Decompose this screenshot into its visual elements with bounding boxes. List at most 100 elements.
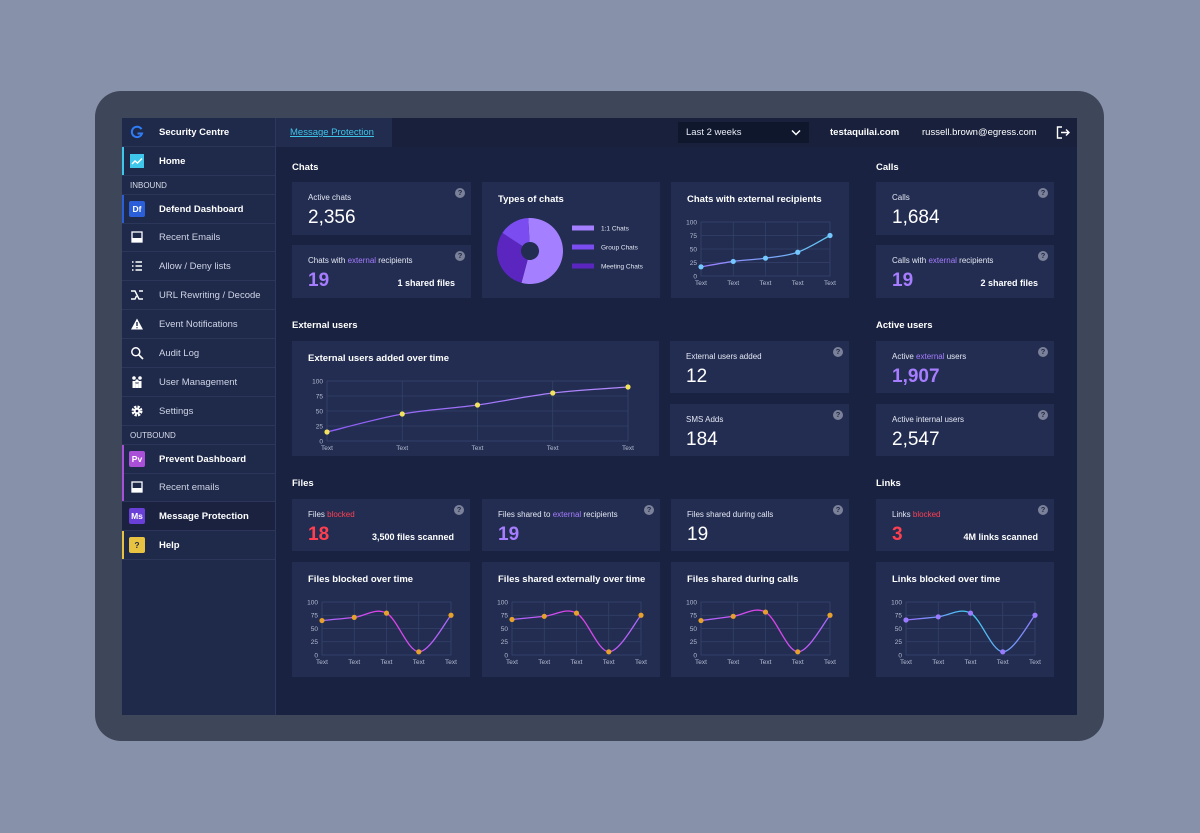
nav-item[interactable]: ? Help xyxy=(122,531,275,560)
sidebar: Security Centre Home INBOUND Df Defend D… xyxy=(122,118,276,715)
nav-item[interactable]: URL Rewriting / Decode xyxy=(122,281,275,310)
plot-frame xyxy=(321,601,452,656)
plot-frame xyxy=(700,221,831,277)
x-tick-label: Text xyxy=(900,659,912,666)
point xyxy=(416,649,422,655)
stat-card: Calls with external recipients 19 2 shared f… xyxy=(876,245,1054,298)
y-tick-label: 0 xyxy=(314,652,318,659)
nav-item[interactable]: Audit Log xyxy=(122,339,275,368)
help-icon[interactable]: ? xyxy=(644,505,654,515)
point xyxy=(795,249,801,255)
card-label: Active chats xyxy=(308,193,351,202)
label-part: external xyxy=(928,256,957,265)
point xyxy=(625,384,631,390)
stat-card: Files shared during calls 19? xyxy=(671,499,849,551)
help-icon[interactable]: ? xyxy=(1038,410,1048,420)
section-title: Files xyxy=(292,478,314,489)
nav-label[interactable]: Help xyxy=(159,540,180,551)
nav-item[interactable]: Settings xyxy=(122,397,275,426)
chart: 0 25 50 75 100 Text Text Text Text Text xyxy=(312,378,634,452)
logout-icon[interactable] xyxy=(1056,126,1070,139)
label-part: external xyxy=(347,256,377,265)
nav-label[interactable]: Recent emails xyxy=(159,482,220,493)
card-label: Chats with external recipients xyxy=(308,256,413,265)
y-tick-label: 100 xyxy=(686,599,697,606)
point xyxy=(541,613,547,619)
nav-label[interactable]: URL Rewriting / Decode xyxy=(159,290,261,301)
nav-label[interactable]: Allow / Deny lists xyxy=(159,261,231,272)
brand: Security Centre xyxy=(122,118,275,147)
chart-title: Files shared during calls xyxy=(687,574,799,585)
nav-item[interactable]: Df Defend Dashboard xyxy=(122,194,275,224)
nav-label[interactable]: Recent Emails xyxy=(159,232,221,243)
help-icon[interactable]: ? xyxy=(1038,505,1048,515)
tab-label[interactable]: Message Protection xyxy=(290,127,374,138)
users-icon xyxy=(132,376,142,388)
card-value: 1,907 xyxy=(892,366,940,387)
nav-label[interactable]: Defend Dashboard xyxy=(159,204,244,215)
nav-label[interactable]: User Management xyxy=(159,377,238,388)
home-icon xyxy=(130,154,144,168)
user-email: russell.brown@egress.com xyxy=(922,127,1037,138)
nav-item[interactable]: Allow / Deny lists xyxy=(122,252,275,281)
nav-item[interactable]: Event Notifications xyxy=(122,310,275,339)
help-icon[interactable]: ? xyxy=(1038,188,1048,198)
y-tick-label: 25 xyxy=(311,639,319,646)
stat-card: Calls 1,684? xyxy=(876,182,1054,235)
card-value: 3 xyxy=(892,524,903,545)
y-tick-label: 50 xyxy=(690,626,698,633)
y-tick-label: 50 xyxy=(501,626,509,633)
nav-label[interactable]: Message Protection xyxy=(159,511,249,522)
point xyxy=(399,411,405,417)
legend-label: Group Chats xyxy=(601,245,639,252)
nav-label[interactable]: Prevent Dashboard xyxy=(159,454,247,465)
chart: 0 25 50 75 100 Text Text Text Text Text xyxy=(686,599,836,666)
chart-card: Files shared externally over time 0 25 50 75… xyxy=(482,562,660,677)
help-icon[interactable]: ? xyxy=(455,251,465,261)
help-icon[interactable]: ? xyxy=(1038,347,1048,357)
nav-badge: Pv xyxy=(129,451,145,467)
chart-title: External users added over time xyxy=(308,353,449,364)
label-part: Files xyxy=(308,510,325,519)
y-tick-label: 100 xyxy=(497,599,508,606)
nav-item[interactable]: Pv Prevent Dashboard xyxy=(122,444,275,474)
nav-item[interactable]: Recent Emails xyxy=(122,223,275,252)
date-range-dropdown[interactable]: Last 2 weeks xyxy=(678,122,809,143)
stat-card: Chats with external recipients 19 1 shared f… xyxy=(292,245,471,298)
help-icon[interactable]: ? xyxy=(833,410,843,420)
dropdown-value[interactable]: Last 2 weeks xyxy=(686,127,742,138)
help-icon[interactable]: ? xyxy=(833,347,843,357)
email-icon xyxy=(131,481,143,493)
nav-label[interactable]: Audit Log xyxy=(159,348,200,359)
stat-card: Active internal users 2,547? xyxy=(876,404,1054,456)
nav-label[interactable]: Event Notifications xyxy=(159,319,238,330)
nav-item[interactable]: Ms Message Protection xyxy=(122,502,275,531)
y-tick-label: 50 xyxy=(690,246,698,253)
card-label: Links blocked xyxy=(892,510,941,519)
nav-label[interactable]: Home xyxy=(159,156,186,167)
point xyxy=(509,616,515,623)
nav-item[interactable]: User Management xyxy=(122,368,275,397)
x-tick-label: Text xyxy=(965,659,977,666)
nav-badge: Ms xyxy=(129,508,145,524)
help-icon[interactable]: ? xyxy=(455,188,465,198)
nav-label[interactable]: Settings xyxy=(159,406,194,417)
help-icon[interactable]: ? xyxy=(1038,251,1048,261)
section-title: Calls xyxy=(876,162,899,173)
y-tick-label: 25 xyxy=(690,639,698,646)
help-icon[interactable]: ? xyxy=(454,505,464,515)
label-part: users xyxy=(946,352,967,361)
tab[interactable]: Message Protection xyxy=(276,118,392,147)
list-icon xyxy=(132,261,142,271)
nav-item[interactable]: Recent emails xyxy=(122,473,275,502)
nav-item[interactable]: Home xyxy=(122,147,275,176)
x-tick-label: Text xyxy=(932,659,944,666)
y-tick-label: 50 xyxy=(311,626,319,633)
x-tick-label: Text xyxy=(445,659,457,666)
help-icon[interactable]: ? xyxy=(833,505,843,515)
card-value: 19 xyxy=(892,270,914,291)
section-title: Links xyxy=(876,478,901,489)
card-value: 18 xyxy=(308,524,330,545)
label-part: blocked xyxy=(327,510,355,519)
